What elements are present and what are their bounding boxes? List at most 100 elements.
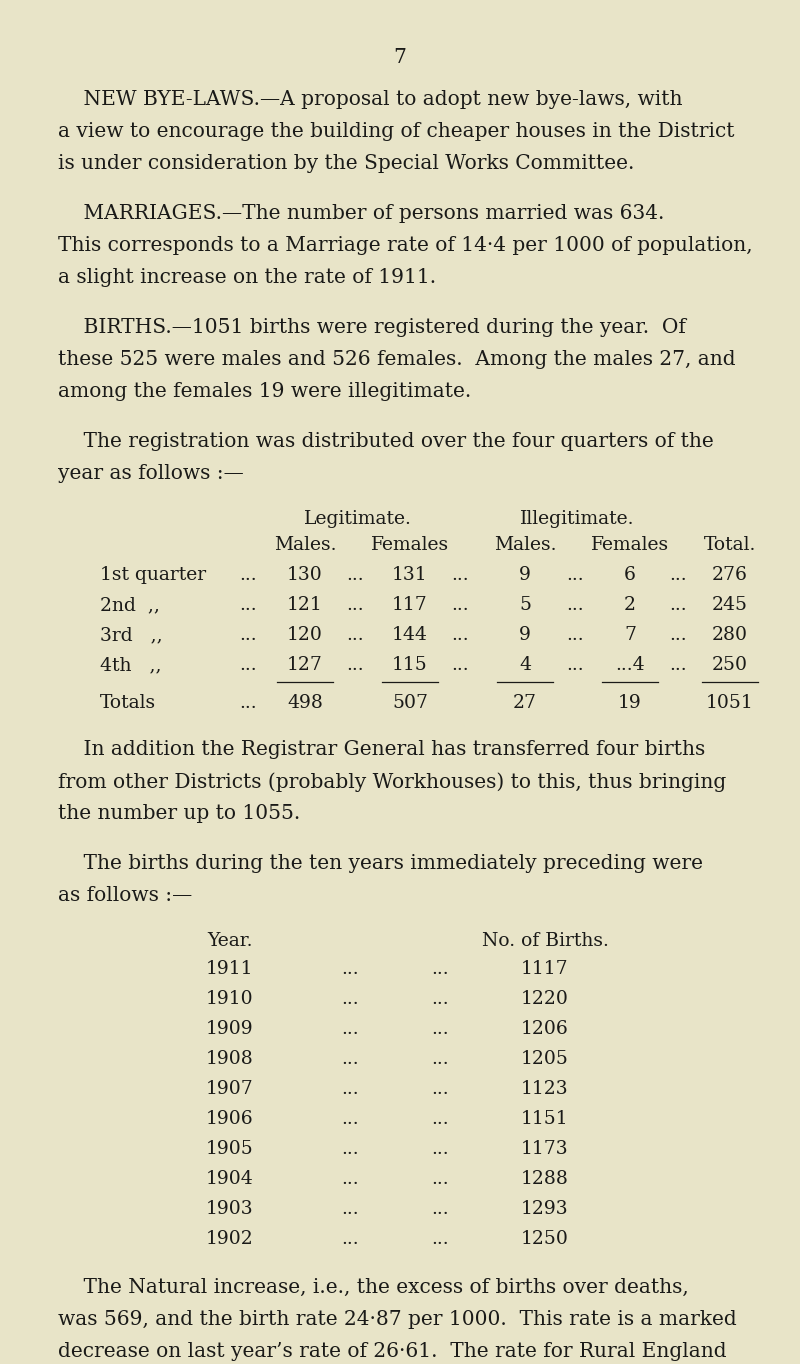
Text: 1st quarter: 1st quarter <box>100 566 206 584</box>
Text: 2nd  ,,: 2nd ,, <box>100 596 160 614</box>
Text: 9: 9 <box>519 626 531 644</box>
Text: 1117: 1117 <box>521 960 569 978</box>
Text: 1903: 1903 <box>206 1200 254 1218</box>
Text: was 569, and the birth rate 24·87 per 1000.  This rate is a marked: was 569, and the birth rate 24·87 per 10… <box>58 1309 737 1329</box>
Text: Males.: Males. <box>274 536 336 554</box>
Text: ...: ... <box>451 626 469 644</box>
Text: Females: Females <box>591 536 669 554</box>
Text: 1910: 1910 <box>206 990 254 1008</box>
Text: a slight increase on the rate of 1911.: a slight increase on the rate of 1911. <box>58 267 436 286</box>
Text: 27: 27 <box>513 694 537 712</box>
Text: ...: ... <box>431 1080 449 1098</box>
Text: 7: 7 <box>624 626 636 644</box>
Text: 1902: 1902 <box>206 1230 254 1248</box>
Text: 1907: 1907 <box>206 1080 254 1098</box>
Text: 245: 245 <box>712 596 748 614</box>
Text: ...: ... <box>431 990 449 1008</box>
Text: decrease on last year’s rate of 26·61.  The rate for Rural England: decrease on last year’s rate of 26·61. T… <box>58 1342 726 1361</box>
Text: ...: ... <box>341 1110 359 1128</box>
Text: among the females 19 were illegitimate.: among the females 19 were illegitimate. <box>58 382 471 401</box>
Text: 1288: 1288 <box>521 1170 569 1188</box>
Text: 498: 498 <box>287 694 323 712</box>
Text: 280: 280 <box>712 626 748 644</box>
Text: ...: ... <box>239 656 257 674</box>
Text: from other Districts (probably Workhouses) to this, thus bringing: from other Districts (probably Workhouse… <box>58 772 726 791</box>
Text: ...: ... <box>431 1230 449 1248</box>
Text: ...: ... <box>451 656 469 674</box>
Text: Totals: Totals <box>100 694 156 712</box>
Text: 9: 9 <box>519 566 531 584</box>
Text: 3rd   ,,: 3rd ,, <box>100 626 162 644</box>
Text: 19: 19 <box>618 694 642 712</box>
Text: ...: ... <box>239 694 257 712</box>
Text: ...4: ...4 <box>615 656 645 674</box>
Text: 1151: 1151 <box>521 1110 569 1128</box>
Text: year as follows :—: year as follows :— <box>58 464 244 483</box>
Text: Total.: Total. <box>704 536 756 554</box>
Text: 1250: 1250 <box>521 1230 569 1248</box>
Text: Males.: Males. <box>494 536 556 554</box>
Text: 115: 115 <box>392 656 428 674</box>
Text: The Natural increase, i.e., the excess of births over deaths,: The Natural increase, i.e., the excess o… <box>58 1278 689 1297</box>
Text: ...: ... <box>239 626 257 644</box>
Text: ...: ... <box>346 596 364 614</box>
Text: 1173: 1173 <box>521 1140 569 1158</box>
Text: MARRIAGES.—The number of persons married was 634.: MARRIAGES.—The number of persons married… <box>58 205 664 222</box>
Text: ...: ... <box>566 596 584 614</box>
Text: 1906: 1906 <box>206 1110 254 1128</box>
Text: 1051: 1051 <box>706 694 754 712</box>
Text: 1220: 1220 <box>521 990 569 1008</box>
Text: 4: 4 <box>519 656 531 674</box>
Text: ...: ... <box>341 1170 359 1188</box>
Text: No. of Births.: No. of Births. <box>482 932 609 949</box>
Text: 1123: 1123 <box>521 1080 569 1098</box>
Text: ...: ... <box>566 656 584 674</box>
Text: In addition the Registrar General has transferred four births: In addition the Registrar General has tr… <box>58 741 706 758</box>
Text: 7: 7 <box>394 48 406 67</box>
Text: 5: 5 <box>519 596 531 614</box>
Text: ...: ... <box>341 990 359 1008</box>
Text: 250: 250 <box>712 656 748 674</box>
Text: ...: ... <box>341 1200 359 1218</box>
Text: ...: ... <box>239 566 257 584</box>
Text: 131: 131 <box>392 566 428 584</box>
Text: Legitimate.: Legitimate. <box>303 510 411 528</box>
Text: ...: ... <box>341 1140 359 1158</box>
Text: 120: 120 <box>287 626 323 644</box>
Text: NEW BYE-LAWS.—A proposal to adopt new bye-laws, with: NEW BYE-LAWS.—A proposal to adopt new by… <box>58 90 682 109</box>
Text: 507: 507 <box>392 694 428 712</box>
Text: ...: ... <box>346 656 364 674</box>
Text: Year.: Year. <box>207 932 253 949</box>
Text: ...: ... <box>431 1140 449 1158</box>
Text: The births during the ten years immediately preceding were: The births during the ten years immediat… <box>58 854 703 873</box>
Text: 117: 117 <box>392 596 428 614</box>
Text: ...: ... <box>431 1200 449 1218</box>
Text: 276: 276 <box>712 566 748 584</box>
Text: ...: ... <box>431 960 449 978</box>
Text: ...: ... <box>239 596 257 614</box>
Text: 1909: 1909 <box>206 1020 254 1038</box>
Text: Illegitimate.: Illegitimate. <box>520 510 634 528</box>
Text: ...: ... <box>431 1050 449 1068</box>
Text: 1911: 1911 <box>206 960 254 978</box>
Text: 4th   ,,: 4th ,, <box>100 656 162 674</box>
Text: ...: ... <box>341 960 359 978</box>
Text: 127: 127 <box>287 656 323 674</box>
Text: 1293: 1293 <box>521 1200 569 1218</box>
Text: ...: ... <box>566 626 584 644</box>
Text: ...: ... <box>669 566 687 584</box>
Text: ...: ... <box>451 596 469 614</box>
Text: 144: 144 <box>392 626 428 644</box>
Text: BIRTHS.—1051 births were registered during the year.  Of: BIRTHS.—1051 births were registered duri… <box>58 318 686 337</box>
Text: the number up to 1055.: the number up to 1055. <box>58 803 300 822</box>
Text: ...: ... <box>341 1080 359 1098</box>
Text: ...: ... <box>431 1170 449 1188</box>
Text: ...: ... <box>669 656 687 674</box>
Text: 1908: 1908 <box>206 1050 254 1068</box>
Text: ...: ... <box>566 566 584 584</box>
Text: 1905: 1905 <box>206 1140 254 1158</box>
Text: is under consideration by the Special Works Committee.: is under consideration by the Special Wo… <box>58 154 634 173</box>
Text: The registration was distributed over the four quarters of the: The registration was distributed over th… <box>58 432 714 451</box>
Text: ...: ... <box>451 566 469 584</box>
Text: 6: 6 <box>624 566 636 584</box>
